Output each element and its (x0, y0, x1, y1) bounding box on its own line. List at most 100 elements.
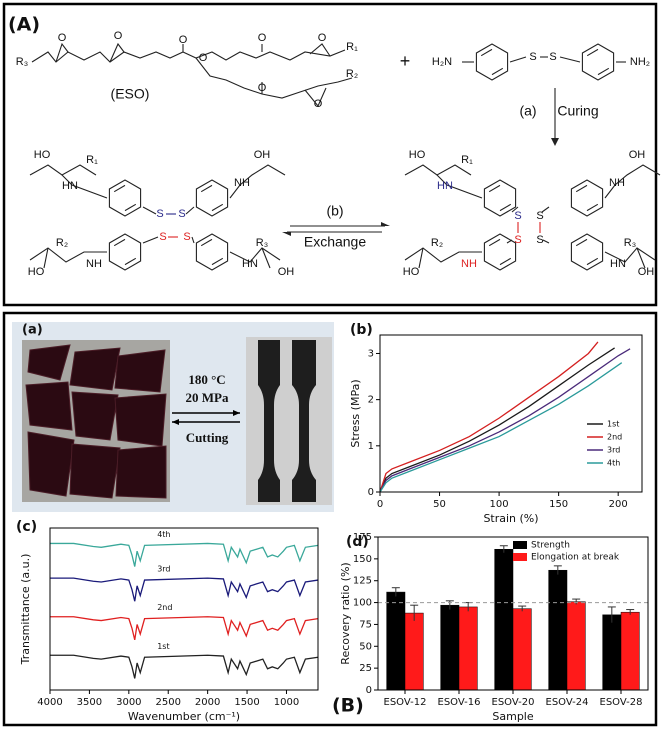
bond (559, 56, 581, 63)
y-tick-label: 75 (359, 619, 372, 630)
series-line (50, 616, 319, 641)
chem-label: R₂ (346, 68, 358, 80)
photo-panel-label: (a) (22, 323, 43, 338)
flake (25, 381, 73, 431)
bond (113, 184, 126, 193)
x-tick-label: 3000 (116, 697, 141, 708)
chem-label: OH (278, 266, 295, 278)
bond (480, 48, 493, 57)
bond (124, 257, 137, 266)
chem-label: O (179, 34, 188, 46)
chem-label: R₁ (346, 41, 358, 53)
bond (304, 87, 327, 108)
chem-label: S (549, 51, 556, 63)
x-axis-label: Sample (492, 710, 533, 723)
panel-label: (c) (16, 519, 37, 535)
plot-frame (49, 527, 319, 691)
chem-label: NH (461, 258, 477, 270)
chem-label: OH (254, 149, 271, 161)
chem-label: R₁ (461, 154, 473, 166)
bond (61, 174, 108, 199)
bond (142, 236, 159, 244)
bond (404, 247, 482, 263)
flake (114, 393, 167, 447)
x-tick-label: 200 (609, 499, 628, 510)
bond (542, 239, 550, 244)
chem-label: OH (629, 149, 646, 161)
benzene-ring (483, 179, 517, 217)
x-axis-label: Strain (%) (483, 512, 538, 525)
y-tick-label: 175 (353, 532, 372, 543)
x-tick-label: 1000 (274, 697, 299, 708)
bar (548, 569, 568, 691)
bond (586, 257, 599, 266)
x-axis-label: Wavenumber (cm⁻¹) (128, 710, 240, 723)
bond (113, 238, 126, 247)
benzene-ring (581, 43, 615, 81)
series-line (379, 347, 615, 493)
bond (509, 56, 527, 63)
bar (602, 614, 622, 691)
chem-label: HO (409, 149, 426, 161)
bond (29, 164, 97, 176)
chem-label: OH (638, 266, 655, 278)
bond (261, 247, 271, 269)
bond (604, 247, 656, 263)
chem-label: NH (86, 258, 102, 270)
benzene-ring (570, 233, 604, 271)
arrow-head (172, 419, 179, 425)
bond (499, 203, 512, 212)
bond (488, 184, 501, 193)
chem-label: HO (403, 266, 420, 278)
y-tick-label: 125 (353, 576, 372, 587)
x-tick-label: 0 (377, 499, 383, 510)
bond (29, 247, 107, 263)
chem-label: S (529, 51, 536, 63)
chem-label: H₂N (432, 56, 452, 68)
bond (586, 48, 599, 57)
chart: (c) Wavenumber (cm⁻¹) Transmittance (a.u.)… (16, 519, 319, 723)
y-tick-label: 0 (368, 487, 374, 498)
x-tick-label: ESOV-16 (438, 697, 481, 708)
chem-label: O (199, 52, 208, 64)
benzene-ring (108, 179, 142, 217)
benzene-ring (108, 233, 142, 271)
benzene-ring (195, 179, 229, 217)
panel-b-label: (B) (332, 695, 364, 717)
legend-swatch (513, 553, 527, 561)
dogbone (258, 340, 280, 502)
chem-label: S (178, 208, 185, 220)
chem-label: S (514, 234, 521, 246)
bar (620, 611, 640, 691)
y-tick-label: 100 (353, 598, 372, 609)
flake (69, 443, 121, 499)
chem-label: HN (62, 180, 78, 192)
y-tick-label: 3 (368, 348, 374, 359)
x-tick-label: 150 (549, 499, 568, 510)
bond (229, 164, 286, 199)
chem-label: (ESO) (111, 86, 150, 102)
chem-label: Curing (557, 103, 598, 119)
chem-label: HN (610, 258, 626, 270)
bond (506, 239, 513, 244)
chart: (b) Strain (%) Stress (MPa) 0 1 2 3 0 50 100 150 20… (349, 322, 643, 525)
series-line (50, 542, 319, 567)
bond (229, 247, 281, 263)
chem-label: HN (242, 258, 258, 270)
arrow-head (233, 410, 240, 416)
y-tick-label: 0 (366, 685, 372, 696)
legend-label: Elongation at break (531, 553, 620, 563)
y-tick-label: 50 (359, 641, 372, 652)
x-tick-label: 2500 (156, 697, 181, 708)
flake (27, 431, 75, 497)
bar (566, 601, 586, 691)
chem-label: R₃ (624, 237, 636, 249)
bond (55, 42, 69, 63)
flake (114, 349, 166, 393)
chem-label: S (159, 231, 166, 243)
chem-label: S (536, 234, 543, 246)
dogbone (292, 340, 316, 502)
chem-label: S (514, 210, 521, 222)
bond (604, 164, 661, 199)
